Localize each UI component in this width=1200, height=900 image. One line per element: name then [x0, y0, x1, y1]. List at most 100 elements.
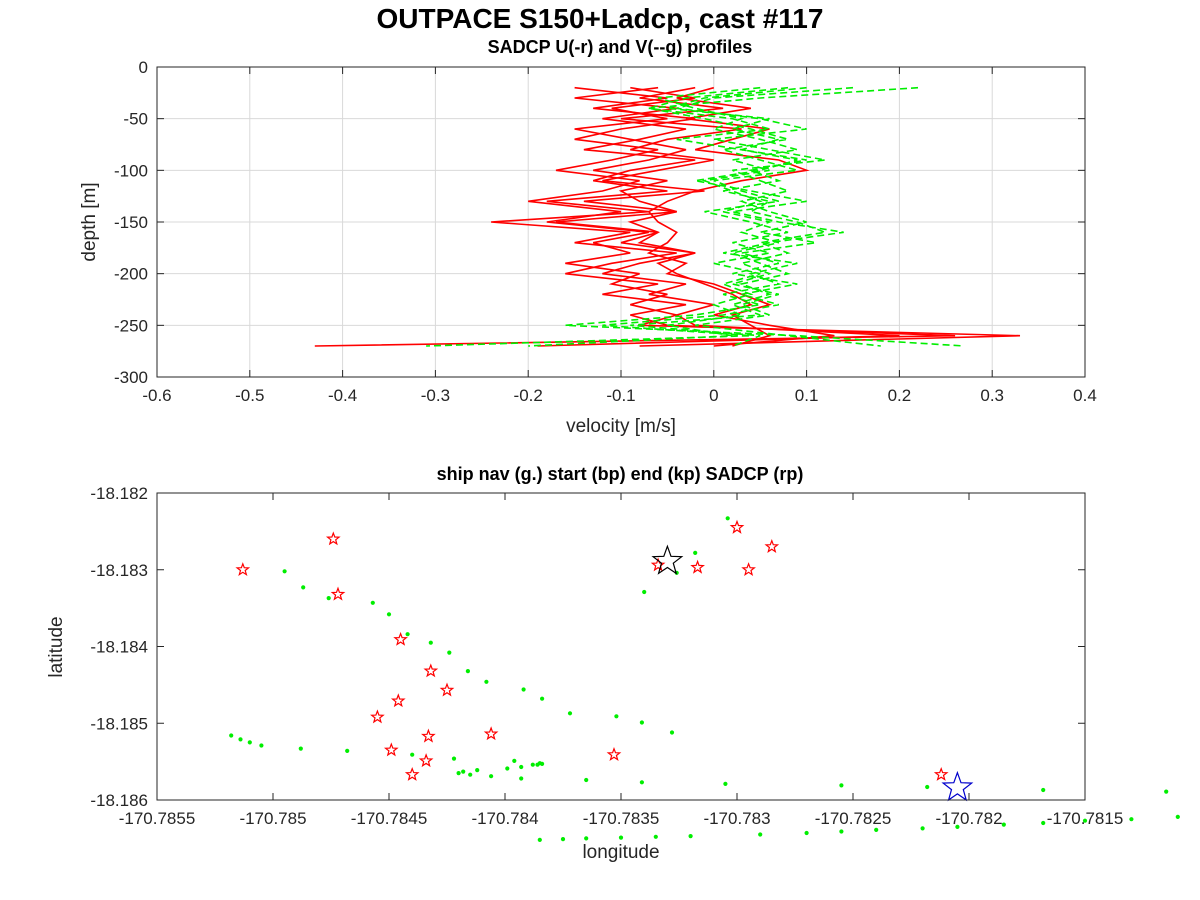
profile-series — [314, 86, 1021, 347]
profile-x-tick-label: -0.3 — [421, 386, 450, 405]
profile-x-tick-label: 0 — [709, 386, 718, 405]
nav-y-label: latitude — [46, 616, 67, 677]
sadcp-point — [404, 767, 420, 781]
nav-x-tick-label: -170.784 — [471, 809, 538, 828]
ship-nav-point — [693, 550, 698, 556]
nav-x-tick-label: -170.783 — [703, 809, 770, 828]
sadcp-point — [741, 562, 756, 576]
ship-nav-point — [1175, 814, 1180, 820]
nav-axes-frame — [156, 492, 1086, 801]
sadcp-point — [729, 519, 745, 534]
ship-nav-point — [639, 720, 645, 725]
sadcp-point — [421, 728, 436, 743]
start-point — [941, 770, 974, 802]
profile-y-tick-label: -300 — [114, 368, 148, 387]
nav-y-tick-label: -18.182 — [90, 484, 148, 503]
ship-nav-point — [489, 774, 494, 779]
ship-nav-point — [301, 585, 306, 590]
profile-x-tick-label: -0.5 — [235, 386, 264, 405]
nav-x-tick-label: -170.785 — [239, 809, 306, 828]
v-profile-line-6 — [426, 86, 854, 347]
v-profile-line-8 — [630, 86, 798, 347]
ship-nav-point — [584, 777, 589, 783]
u-profile-line-1 — [537, 86, 900, 347]
profile-x-tick-label: -0.6 — [142, 386, 171, 405]
ship-nav-point — [468, 772, 473, 777]
ship-nav-point — [639, 780, 645, 785]
profile-x-tick-label: 0.4 — [1073, 386, 1097, 405]
nav-y-ticks: -18.182 -18.183 -18.184 -18.185 -18.186 — [90, 484, 1085, 810]
nav-x-label: longitude — [582, 842, 659, 863]
profile-y-tick-label: -100 — [114, 161, 148, 180]
ship-nav-point — [567, 711, 573, 716]
ship-nav-point — [229, 733, 234, 738]
ship-nav-point — [1164, 789, 1169, 794]
ship-nav-point — [456, 771, 461, 776]
ship-nav-point — [920, 826, 925, 831]
ship-nav-point — [461, 769, 466, 774]
sadcp-point — [235, 562, 251, 576]
ship-nav-point — [451, 756, 457, 761]
sadcp-point — [933, 766, 949, 781]
ship-nav-point — [535, 762, 540, 767]
profile-plot: SADCP U(-r) and V(--g) profiles -0.6 -0.5… — [79, 37, 1097, 437]
ship-nav-point — [521, 687, 526, 692]
ship-nav-point — [326, 596, 331, 601]
ship-nav-point — [505, 766, 510, 771]
ship-nav-point — [410, 752, 415, 757]
profile-y-tick-label: -200 — [114, 265, 148, 284]
nav-plot: ship nav (g.) start (bp) end (kp) SADCP … — [46, 464, 1180, 863]
profile-y-ticks: 0 -50 -100 -150 -200 -250 -300 — [114, 58, 1085, 387]
sadcp-point — [390, 693, 406, 708]
ship-nav-point — [247, 740, 252, 745]
sadcp-point — [764, 538, 780, 554]
ship-nav-point — [386, 612, 392, 617]
ship-nav-point — [1082, 818, 1088, 823]
nav-points — [229, 516, 1180, 843]
profile-y-tick-label: -150 — [114, 213, 148, 232]
nav-y-tick-label: -18.186 — [90, 791, 148, 810]
v-profile-line-7 — [528, 86, 798, 347]
sadcp-point — [606, 746, 622, 762]
ship-nav-point — [925, 784, 930, 790]
nav-y-tick-label: -18.185 — [90, 714, 148, 733]
ship-nav-point — [1129, 817, 1134, 822]
profile-x-label: velocity [m/s] — [566, 416, 676, 437]
ship-nav-point — [584, 836, 589, 841]
nav-x-tick-label: -170.7815 — [1047, 809, 1124, 828]
ship-nav-point — [669, 730, 675, 735]
ship-nav-point — [530, 762, 535, 767]
profile-x-tick-label: 0.3 — [980, 386, 1004, 405]
profile-y-label: depth [m] — [79, 182, 100, 261]
ship-nav-point — [282, 569, 287, 574]
nav-x-tick-label: -170.7855 — [119, 809, 196, 828]
v-profile-line-9 — [667, 86, 881, 347]
ship-nav-point — [465, 669, 470, 674]
ship-nav-point — [484, 679, 489, 684]
ship-nav-point — [370, 600, 375, 605]
ship-nav-point — [955, 824, 960, 830]
ship-nav-point — [1041, 787, 1046, 793]
sadcp-point — [393, 631, 408, 646]
ship-nav-point — [653, 834, 658, 839]
profile-x-tick-label: -0.2 — [514, 386, 543, 405]
ship-nav-point — [839, 783, 844, 788]
ship-nav-point — [519, 764, 524, 770]
nav-x-tick-label: -170.7835 — [583, 809, 660, 828]
sadcp-point — [330, 586, 346, 601]
ship-nav-point — [259, 743, 264, 748]
u-profile-line-2 — [528, 86, 1021, 347]
profile-x-tick-label: -0.1 — [606, 386, 635, 405]
ship-nav-point — [688, 834, 693, 839]
ship-nav-point — [298, 746, 303, 751]
nav-x-tick-label: -170.782 — [935, 809, 1002, 828]
profile-y-tick-label: -250 — [114, 316, 148, 335]
profile-x-tick-label: -0.4 — [328, 386, 357, 405]
ship-nav-point — [345, 748, 350, 754]
ship-nav-point — [238, 737, 243, 742]
ship-nav-point — [405, 632, 410, 637]
nav-x-ticks: -170.7855 -170.785 -170.7845 -170.784 -170.7… — [119, 493, 1124, 828]
ship-nav-point — [723, 781, 728, 787]
sadcp-point — [423, 663, 439, 678]
